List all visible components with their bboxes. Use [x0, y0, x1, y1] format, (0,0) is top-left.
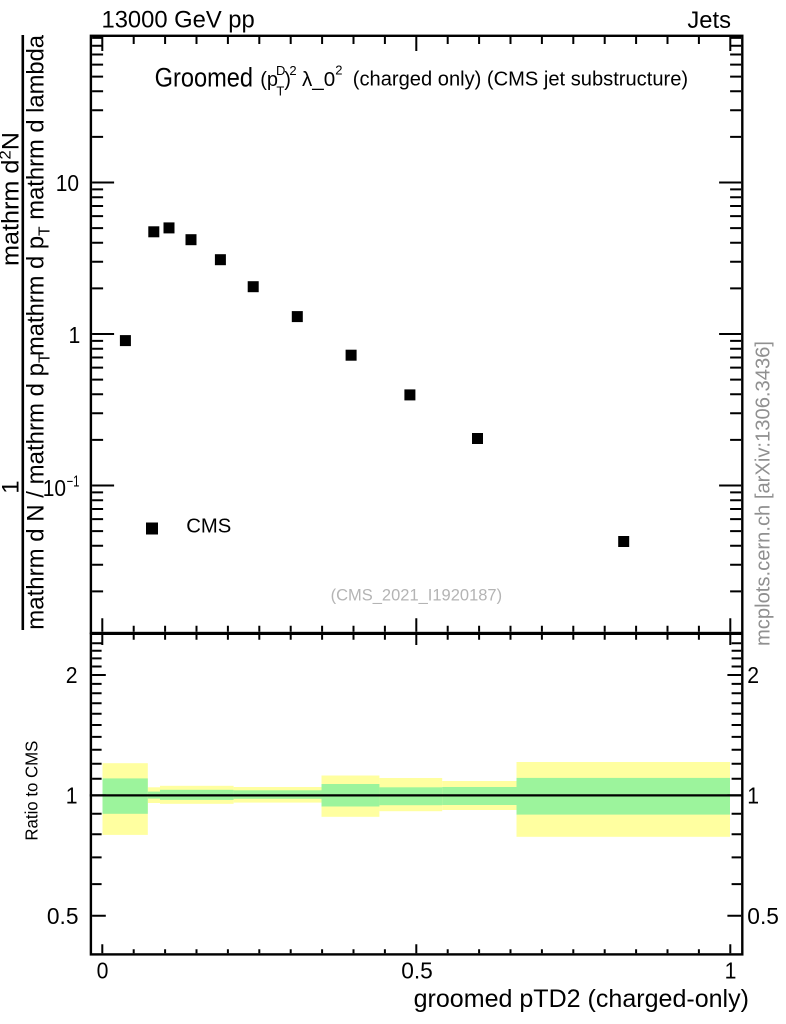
svg-text:(p: (p — [260, 69, 278, 91]
svg-text:Groomed: Groomed — [155, 63, 253, 93]
svg-text:CMS: CMS — [186, 515, 231, 538]
svg-text:T: T — [276, 84, 284, 99]
svg-text:2: 2 — [289, 63, 296, 78]
svg-text:): ) — [284, 69, 291, 91]
svg-text:D: D — [276, 63, 285, 78]
svg-text:groomed pTD2 (charged-only): groomed pTD2 (charged-only) — [414, 985, 749, 1013]
svg-text:0: 0 — [97, 957, 109, 983]
svg-text:1: 1 — [66, 783, 78, 809]
svg-text:λ_0: λ_0 — [302, 69, 335, 91]
svg-text:0.5: 0.5 — [747, 903, 779, 929]
svg-text:1: 1 — [69, 322, 81, 348]
svg-text:(charged only) (CMS jet substr: (charged only) (CMS jet substructure) — [353, 69, 688, 91]
svg-text:2: 2 — [747, 662, 759, 688]
svg-text:0.5: 0.5 — [47, 903, 79, 929]
svg-text:0.5: 0.5 — [401, 957, 433, 983]
svg-text:(CMS_2021_I1920187): (CMS_2021_I1920187) — [331, 587, 503, 605]
svg-text:1: 1 — [0, 480, 25, 493]
svg-text:1: 1 — [747, 783, 759, 809]
svg-text:Jets: Jets — [687, 7, 731, 34]
svg-text:Ratio to CMS: Ratio to CMS — [22, 741, 42, 841]
svg-text:−1: −1 — [67, 474, 80, 491]
svg-text:13000 GeV pp: 13000 GeV pp — [102, 7, 255, 34]
svg-text:2: 2 — [335, 63, 342, 78]
svg-text:mcplots.cern.ch [arXiv:1306.34: mcplots.cern.ch [arXiv:1306.3436] — [753, 341, 775, 646]
svg-text:mathrm d pT mathrm d lambda: mathrm d pT mathrm d lambda — [23, 34, 54, 356]
svg-text:mathrm d N / mathrm d pT: mathrm d N / mathrm d pT — [23, 353, 54, 630]
svg-text:2: 2 — [66, 662, 78, 688]
svg-text:10: 10 — [56, 170, 79, 196]
svg-text:10: 10 — [43, 475, 66, 501]
svg-text:1: 1 — [725, 957, 737, 983]
